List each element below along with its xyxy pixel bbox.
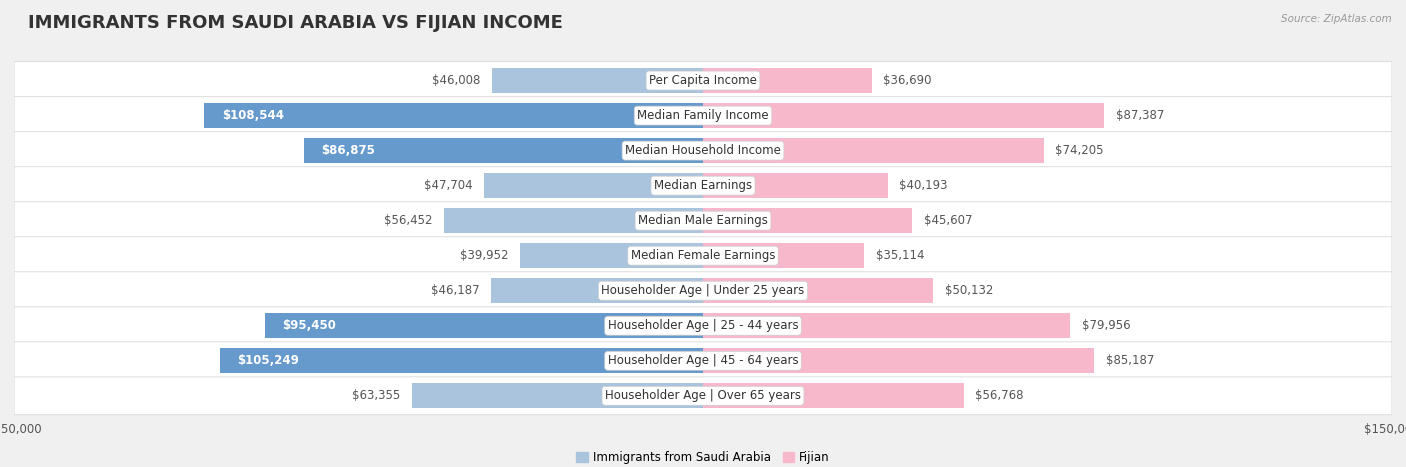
Bar bbox=[264, 313, 703, 338]
Bar bbox=[219, 348, 703, 374]
Bar bbox=[703, 278, 934, 304]
Bar bbox=[703, 208, 912, 233]
Bar bbox=[204, 103, 703, 128]
Text: Median Family Income: Median Family Income bbox=[637, 109, 769, 122]
Bar bbox=[444, 208, 703, 233]
Text: Source: ZipAtlas.com: Source: ZipAtlas.com bbox=[1281, 14, 1392, 24]
Text: Median Earnings: Median Earnings bbox=[654, 179, 752, 192]
Bar bbox=[703, 243, 865, 268]
Text: $46,187: $46,187 bbox=[430, 284, 479, 297]
Text: $79,956: $79,956 bbox=[1081, 319, 1130, 332]
Bar bbox=[492, 68, 703, 93]
FancyBboxPatch shape bbox=[14, 237, 1392, 275]
Text: $87,387: $87,387 bbox=[1116, 109, 1164, 122]
Text: $36,690: $36,690 bbox=[883, 74, 932, 87]
FancyBboxPatch shape bbox=[14, 377, 1392, 415]
Text: Householder Age | Over 65 years: Householder Age | Over 65 years bbox=[605, 389, 801, 402]
Text: IMMIGRANTS FROM SAUDI ARABIA VS FIJIAN INCOME: IMMIGRANTS FROM SAUDI ARABIA VS FIJIAN I… bbox=[28, 14, 562, 32]
Text: $56,452: $56,452 bbox=[384, 214, 432, 227]
Text: $86,875: $86,875 bbox=[321, 144, 375, 157]
Legend: Immigrants from Saudi Arabia, Fijian: Immigrants from Saudi Arabia, Fijian bbox=[571, 446, 835, 467]
FancyBboxPatch shape bbox=[14, 167, 1392, 205]
FancyBboxPatch shape bbox=[14, 272, 1392, 310]
FancyBboxPatch shape bbox=[14, 62, 1392, 99]
Text: $47,704: $47,704 bbox=[423, 179, 472, 192]
Text: $39,952: $39,952 bbox=[460, 249, 508, 262]
Bar bbox=[703, 348, 1094, 374]
FancyBboxPatch shape bbox=[14, 97, 1392, 134]
Text: $74,205: $74,205 bbox=[1056, 144, 1104, 157]
Bar bbox=[703, 138, 1043, 163]
Text: Median Male Earnings: Median Male Earnings bbox=[638, 214, 768, 227]
FancyBboxPatch shape bbox=[14, 342, 1392, 380]
Text: $95,450: $95,450 bbox=[281, 319, 336, 332]
Text: Householder Age | Under 25 years: Householder Age | Under 25 years bbox=[602, 284, 804, 297]
Bar bbox=[703, 68, 872, 93]
Text: $50,132: $50,132 bbox=[945, 284, 993, 297]
Bar bbox=[519, 243, 703, 268]
Bar bbox=[703, 173, 887, 198]
FancyBboxPatch shape bbox=[14, 202, 1392, 240]
Text: $40,193: $40,193 bbox=[898, 179, 948, 192]
Bar bbox=[703, 313, 1070, 338]
Text: $46,008: $46,008 bbox=[432, 74, 481, 87]
Text: $105,249: $105,249 bbox=[236, 354, 298, 367]
Text: $108,544: $108,544 bbox=[222, 109, 284, 122]
Text: Householder Age | 25 - 44 years: Householder Age | 25 - 44 years bbox=[607, 319, 799, 332]
Bar bbox=[484, 173, 703, 198]
Text: $45,607: $45,607 bbox=[924, 214, 973, 227]
Text: $63,355: $63,355 bbox=[353, 389, 401, 402]
Bar bbox=[703, 383, 963, 408]
Text: Per Capita Income: Per Capita Income bbox=[650, 74, 756, 87]
Bar bbox=[304, 138, 703, 163]
Bar bbox=[491, 278, 703, 304]
Bar bbox=[412, 383, 703, 408]
Text: Householder Age | 45 - 64 years: Householder Age | 45 - 64 years bbox=[607, 354, 799, 367]
Text: Median Female Earnings: Median Female Earnings bbox=[631, 249, 775, 262]
FancyBboxPatch shape bbox=[14, 307, 1392, 345]
Text: $35,114: $35,114 bbox=[876, 249, 924, 262]
Bar bbox=[703, 103, 1104, 128]
Text: Median Household Income: Median Household Income bbox=[626, 144, 780, 157]
Text: $85,187: $85,187 bbox=[1105, 354, 1154, 367]
FancyBboxPatch shape bbox=[14, 132, 1392, 170]
Text: $56,768: $56,768 bbox=[976, 389, 1024, 402]
